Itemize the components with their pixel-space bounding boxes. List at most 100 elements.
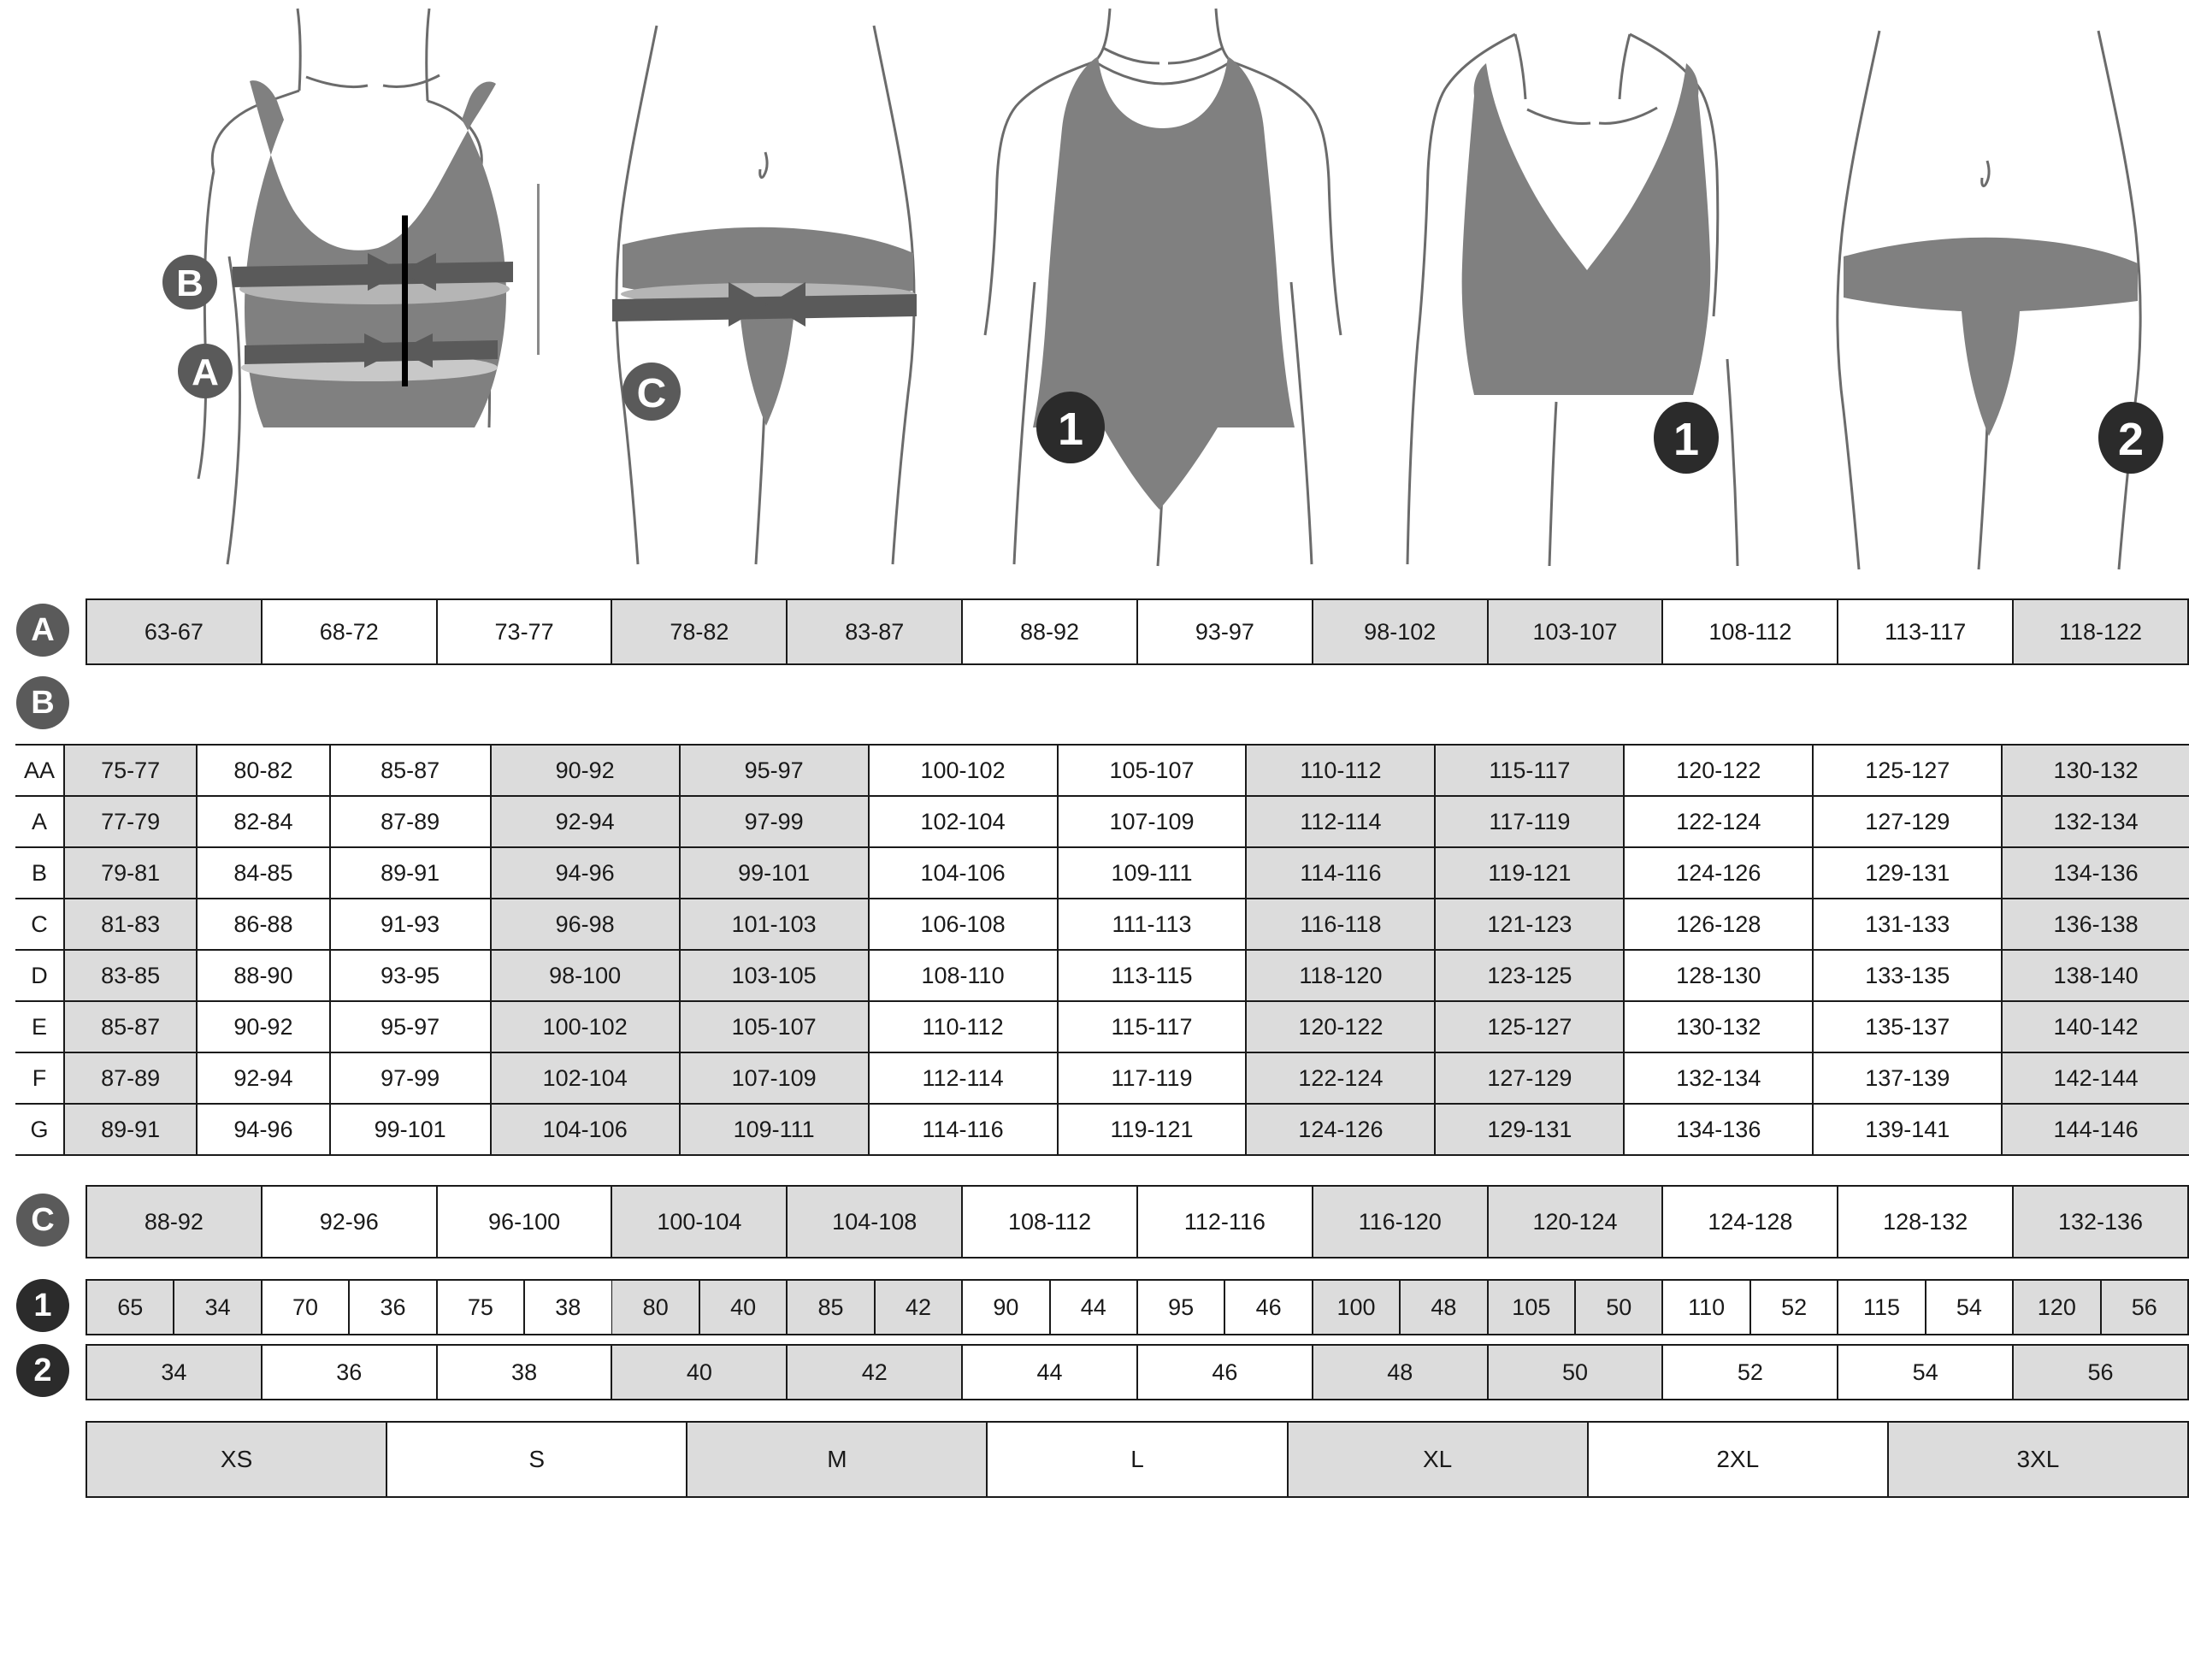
hip-cell: 132-136 [2014, 1187, 2189, 1257]
letter-size-cell: XS [87, 1423, 388, 1496]
cup-value-cell: 123-125 [1434, 949, 1626, 1002]
cup-value-cell: 134-136 [1623, 1103, 1814, 1156]
badge-b: B [16, 676, 69, 729]
letter-size-cell: XL [1288, 1423, 1589, 1496]
brief-size-cell: 56 [2014, 1346, 2189, 1399]
cup-value-cell: 85-87 [62, 1000, 198, 1053]
cup-value-cell: 126-128 [1623, 898, 1814, 951]
bra-size-pair: 100 48 [1313, 1281, 1489, 1334]
badge-2-brief: 2 [2098, 402, 2163, 474]
hip-cell: 108-112 [963, 1187, 1138, 1257]
bra-size-pair: 65 34 [87, 1281, 263, 1334]
bra-size-pair: 70 36 [262, 1281, 438, 1334]
bra-size-pair: 85 42 [788, 1281, 964, 1334]
cup-value-cell: 89-91 [328, 846, 492, 899]
svg-text:A: A [192, 351, 219, 393]
bra-band-eu: 70 [262, 1281, 351, 1334]
row-b-gutter: B [0, 662, 86, 744]
svg-text:B: B [176, 262, 204, 304]
cup-value-cell: 120-122 [1245, 1000, 1437, 1053]
brief-size-cell: 42 [788, 1346, 964, 1399]
bra-size-pair: 120 56 [2014, 1281, 2189, 1334]
cup-table-row: A 77-79 82-84 87-89 92-94 97-99 102-104 107-109… [15, 795, 2189, 848]
letter-size-cell: M [687, 1423, 988, 1496]
cup-label: D [15, 949, 65, 1002]
brief-size-cell: 34 [87, 1346, 263, 1399]
cup-value-cell: 107-109 [678, 1052, 870, 1105]
underbust-cell: 118-122 [2014, 600, 2189, 663]
badge-a-illustration: A [178, 344, 233, 398]
cup-value-cell: 87-89 [62, 1052, 198, 1105]
cup-value-cell: 105-107 [678, 1000, 870, 1053]
cup-value-cell: 101-103 [678, 898, 870, 951]
hip-cell: 112-116 [1137, 1187, 1313, 1257]
cup-value-cell: 100-102 [489, 1000, 681, 1053]
cup-value-cell: 144-146 [2001, 1103, 2189, 1156]
underbust-cell: 113-117 [1838, 600, 2015, 663]
cup-value-cell: 130-132 [1623, 1000, 1814, 1053]
row-2-gutter: 2 [0, 1344, 86, 1397]
bra-band-alt: 46 [1225, 1281, 1312, 1334]
cup-value-cell: 98-100 [489, 949, 681, 1002]
bra-band-eu: 75 [437, 1281, 526, 1334]
cup-value-cell: 132-134 [2001, 795, 2189, 848]
hip-figure: C [590, 0, 949, 575]
cup-value-cell: 111-113 [1056, 898, 1248, 951]
cup-value-cell: 119-121 [1434, 846, 1626, 899]
brief-size-cell: 50 [1488, 1346, 1664, 1399]
cup-value-cell: 139-141 [1812, 1103, 2003, 1156]
bra-band-alt: 36 [350, 1281, 436, 1334]
bra-band-alt: 56 [2101, 1281, 2187, 1334]
cup-value-cell: 133-135 [1812, 949, 2003, 1002]
cup-value-cell: 128-130 [1623, 949, 1814, 1002]
cup-value-cell: 142-144 [2001, 1052, 2189, 1105]
cup-value-cell: 131-133 [1812, 898, 2003, 951]
badge-c-illustration: C [622, 363, 681, 421]
underbust-cell: 68-72 [262, 600, 438, 663]
cup-value-cell: 104-106 [489, 1103, 681, 1156]
svg-text:C: C [637, 371, 667, 416]
cup-value-cell: 102-104 [489, 1052, 681, 1105]
cup-value-cell: 127-129 [1812, 795, 2003, 848]
cup-value-cell: 87-89 [328, 795, 492, 848]
cup-label: E [15, 1000, 65, 1053]
brief-size-cell: 40 [612, 1346, 788, 1399]
cup-value-cell: 94-96 [196, 1103, 331, 1156]
underbust-cell: 108-112 [1663, 600, 1839, 663]
bra-band-eu: 120 [2014, 1281, 2102, 1334]
cup-value-cell: 109-111 [678, 1103, 870, 1156]
cup-value-cell: 124-126 [1245, 1103, 1437, 1156]
cup-value-cell: 125-127 [1812, 744, 2003, 797]
row-hip: C 88-92 92-96 96-100 100-104 104-108 108-112 1… [0, 1185, 2189, 1259]
cup-value-cell: 102-104 [867, 795, 1059, 848]
bra-band-alt: 50 [1576, 1281, 1662, 1334]
swimsuit-figure: 1 [966, 0, 1360, 575]
cup-value-cell: 105-107 [1056, 744, 1248, 797]
hip-cell: 120-124 [1488, 1187, 1664, 1257]
cup-table-row: G 89-91 94-96 99-101 104-106 109-111 114-116 11… [15, 1103, 2189, 1156]
underbust-cell: 73-77 [437, 600, 613, 663]
cup-value-cell: 130-132 [2001, 744, 2189, 797]
cup-label: F [15, 1052, 65, 1105]
hip-cell: 88-92 [87, 1187, 263, 1257]
row-a-gutter: A [0, 598, 86, 662]
underbust-cell: 103-107 [1488, 600, 1664, 663]
brief-size-cell: 46 [1137, 1346, 1313, 1399]
brief-size-cell: 44 [963, 1346, 1138, 1399]
row-size-grid: XS S M L XL 2XL 3XL [86, 1421, 2189, 1498]
cup-value-cell: 114-116 [1245, 846, 1437, 899]
underbust-cell: 88-92 [963, 600, 1138, 663]
bra-size-pair: 105 50 [1488, 1281, 1664, 1334]
row-a-grid: 63-67 68-72 73-77 78-82 83-87 88-92 93-97 98-10… [86, 598, 2189, 665]
hip-cell: 96-100 [437, 1187, 613, 1257]
cup-value-cell: 127-129 [1434, 1052, 1626, 1105]
bra-size-pair: 110 52 [1663, 1281, 1839, 1334]
hip-cell: 100-104 [612, 1187, 788, 1257]
bra-band-eu: 105 [1488, 1281, 1577, 1334]
cup-value-cell: 140-142 [2001, 1000, 2189, 1053]
cup-value-cell: 137-139 [1812, 1052, 2003, 1105]
badge-2: 2 [16, 1344, 69, 1397]
cup-value-cell: 107-109 [1056, 795, 1248, 848]
cup-value-cell: 77-79 [62, 795, 198, 848]
